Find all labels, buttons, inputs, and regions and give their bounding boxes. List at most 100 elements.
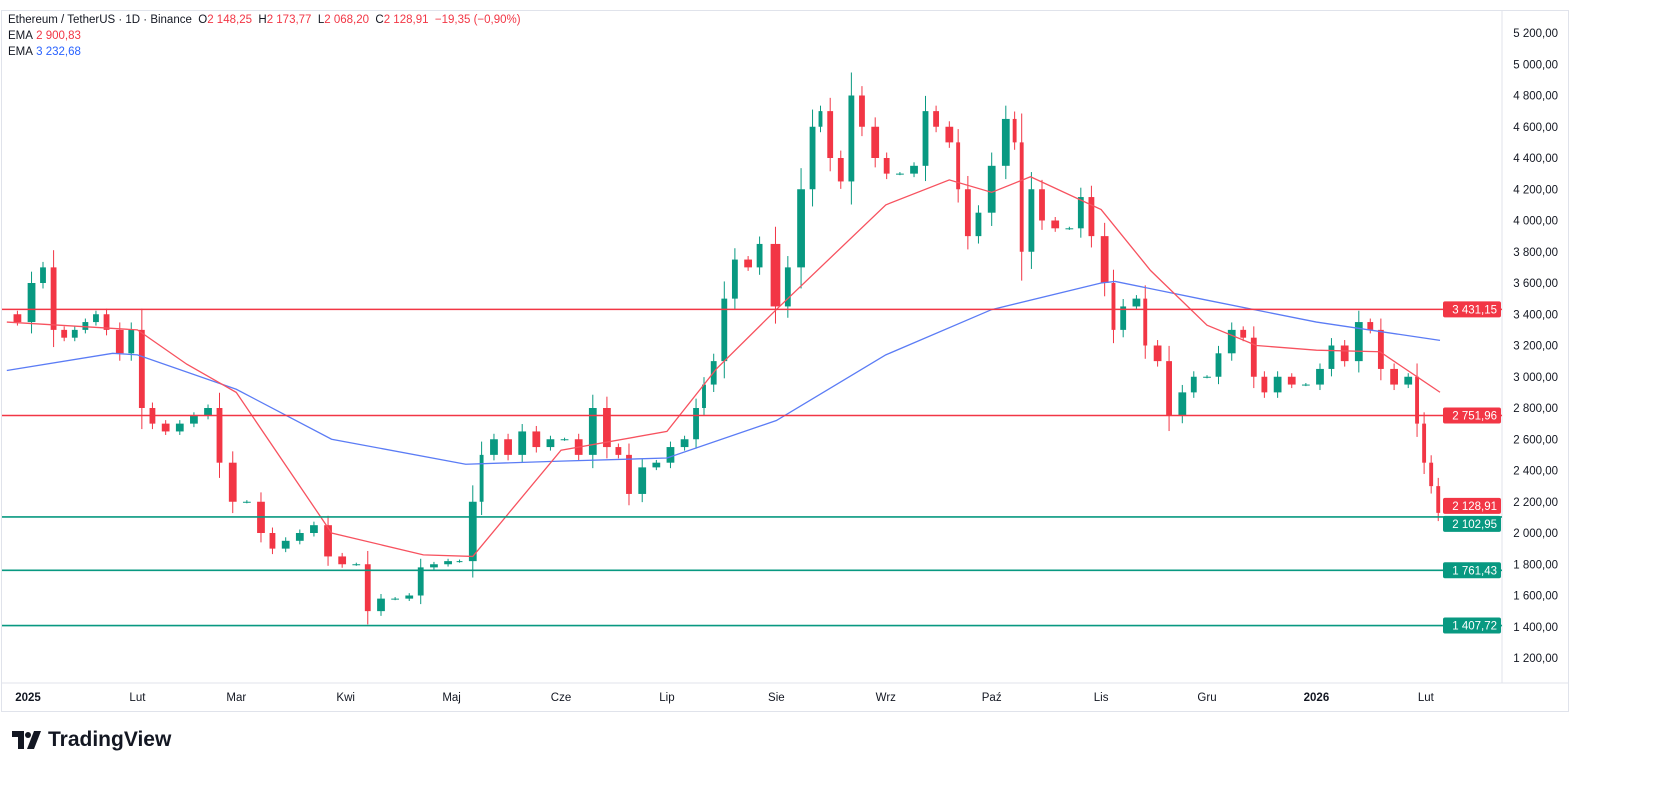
candle-up [456,561,463,563]
candle-up [922,111,929,166]
candle-down [615,447,622,455]
x-tick-label: Wrz [876,692,896,704]
ema-fast-line [6,176,1441,558]
candle-up [175,423,184,432]
candle-down [1088,197,1095,237]
candle-down [964,189,971,237]
ema-slow-row[interactable]: EMA 3 232,68 [8,44,521,60]
x-tick-label: Mar [226,692,246,704]
candle-down [1100,236,1109,283]
y-tick-label: 3 000,00 [1513,372,1558,384]
candle-up [430,564,438,568]
x-tick-label: Maj [442,692,461,704]
candle-down [364,564,371,612]
last-price-box [1443,497,1501,514]
price-label-box [1443,407,1501,424]
y-tick-label: 4 600,00 [1513,122,1558,134]
candle-down [1240,329,1247,338]
candle-down [770,243,781,307]
candle-up [784,267,791,307]
candle-up [1215,353,1222,377]
y-tick-label: 1 600,00 [1513,591,1558,603]
candle-down [1012,118,1017,143]
ema-fast-row[interactable]: EMA 2 900,83 [8,28,521,44]
x-tick-label: Lut [129,692,146,704]
candle-up [1273,376,1282,393]
y-tick-label: 3 200,00 [1513,341,1558,353]
x-tick-label: 2026 [1304,692,1330,704]
price-label-box [1443,617,1501,634]
high-value: 2 173,77 [266,14,312,26]
low-label: L [317,14,325,26]
candle-down [1051,220,1060,229]
candle-down [1153,345,1162,362]
x-tick-label: Gru [1197,692,1216,704]
y-tick-label: 4 200,00 [1513,184,1558,196]
candle-up [1328,345,1335,369]
candle-down [1429,462,1434,487]
x-tick-label: Cze [551,692,571,704]
candle-up [444,561,452,565]
x-tick-label: Lut [1418,692,1435,704]
candle-up [702,384,706,408]
candle-down [532,431,541,448]
candle-down [956,142,961,190]
candle-down [744,259,753,268]
candle-up [680,439,689,448]
candle-down [1166,361,1172,416]
x-tick-label: Lis [1094,692,1109,704]
ema-label: EMA [8,30,33,42]
candle-up [71,329,78,338]
candle-up [352,564,361,566]
candle-down [1143,298,1148,346]
level-price-label: 1 407,72 [1452,621,1497,633]
y-tick-label: 2 800,00 [1513,403,1558,415]
candle-down [61,329,68,338]
candle-up [1178,392,1187,416]
candle-down [324,525,332,557]
candle-up [546,439,555,448]
candle-up [479,454,484,502]
candle-up [128,329,135,354]
candle-down [1287,376,1296,385]
candle-up [666,447,675,463]
y-tick-label: 2 400,00 [1513,466,1558,478]
y-tick-label: 4 400,00 [1513,153,1558,165]
candle-down [933,111,940,127]
candle-up [797,189,805,268]
symbol-title[interactable]: Ethereum / TetherUS · 1D · Binance [8,14,192,26]
candle-up [40,267,46,283]
candle-up [652,462,661,468]
candle-up [190,415,198,424]
y-tick-label: 5 000,00 [1513,59,1558,71]
y-tick-label: 2 200,00 [1513,497,1558,509]
candle-up [1316,368,1324,385]
candle-up [910,165,918,174]
candle-up [560,439,569,441]
candle-up [468,501,477,562]
candle-up [1404,376,1413,385]
candle-down [228,462,237,502]
candle-up [1227,329,1236,354]
high-label: H [258,14,267,26]
candle-up [818,111,823,127]
x-tick-label: Paź [982,692,1002,704]
y-tick-label: 2 000,00 [1513,528,1558,540]
candle-down [1039,189,1045,221]
ema-label: EMA [8,46,33,58]
x-tick-label: Sie [768,692,785,704]
tradingview-logo[interactable]: TradingView [12,728,171,752]
ema-fast-value: 2 900,83 [36,30,81,42]
candle-up [1190,376,1197,393]
candle-up [1028,189,1035,252]
candle-up [377,598,385,612]
change-value: −19,35 (−0,90%) [434,14,521,26]
x-tick-label: Kwi [336,692,355,704]
candle-up [638,467,647,494]
candle-up [1354,322,1363,362]
candle-down [1261,376,1268,393]
candle-up [588,408,597,455]
candle-up [1120,306,1127,330]
candle-up [693,408,699,440]
